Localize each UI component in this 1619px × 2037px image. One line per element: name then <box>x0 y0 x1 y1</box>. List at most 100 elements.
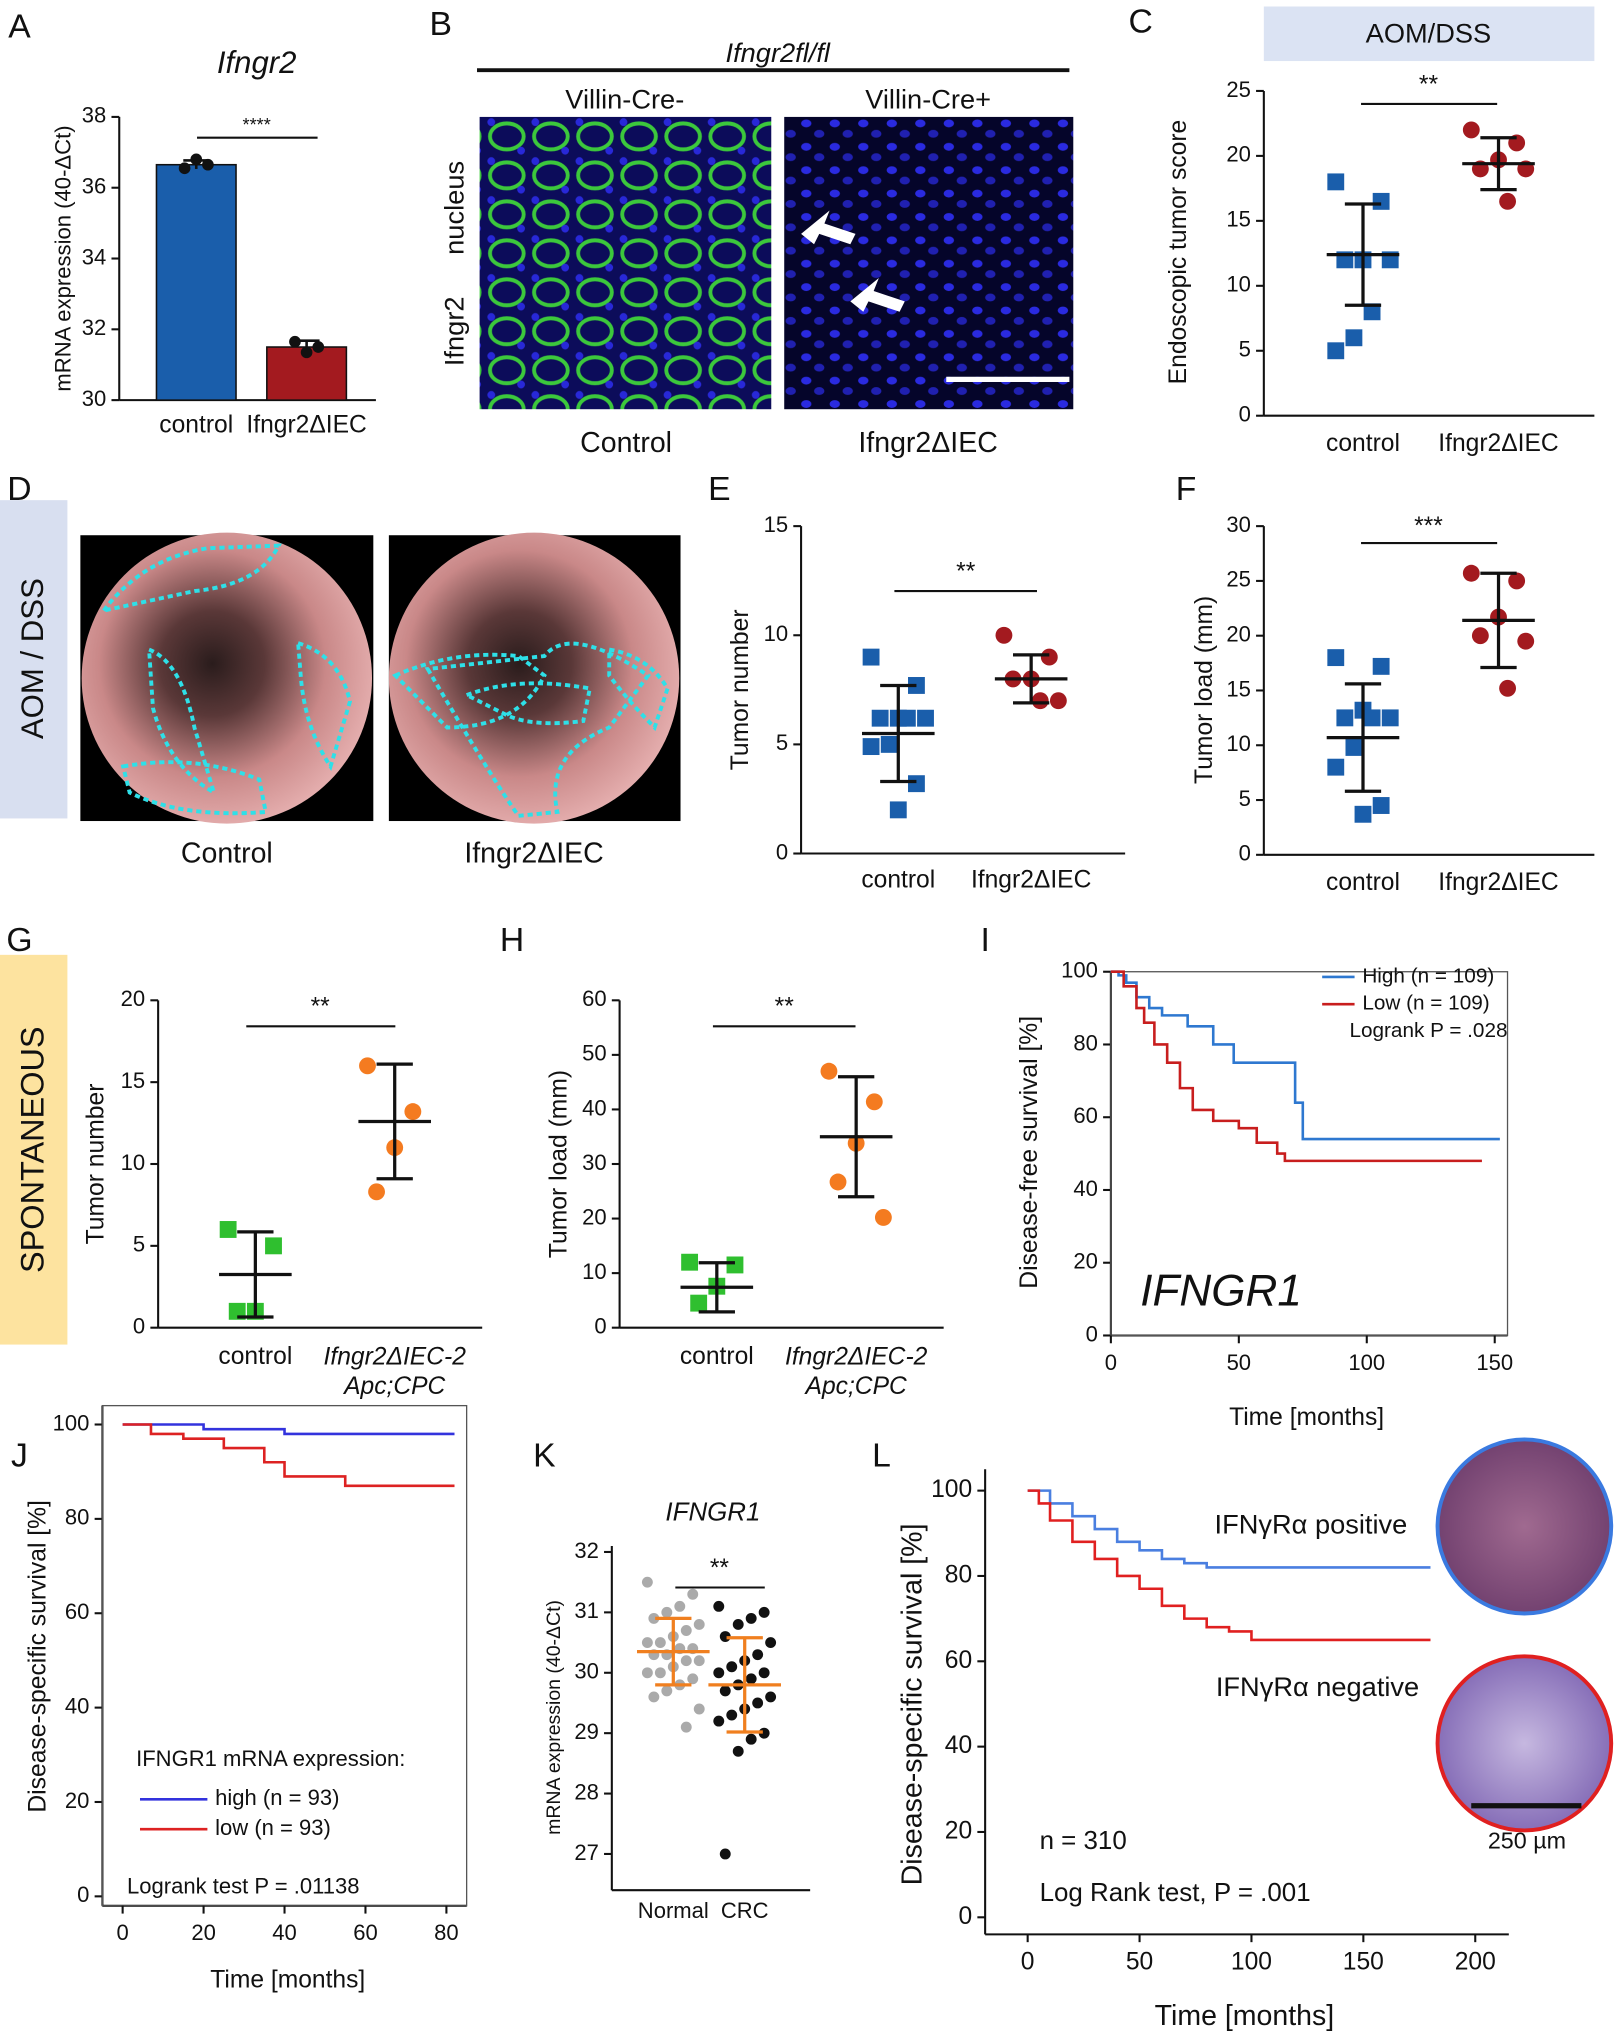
data-point <box>178 162 191 175</box>
data-point <box>648 1691 660 1703</box>
chart-title: IFNGR1 <box>665 1498 760 1526</box>
data-point <box>908 775 925 793</box>
panel-letter: C <box>1129 2 1153 40</box>
data-point <box>880 735 898 753</box>
x-tick-label: 0 <box>117 1920 129 1945</box>
data-point <box>752 1697 764 1709</box>
data-point <box>1381 709 1399 727</box>
y-tick-label: 27 <box>574 1840 599 1865</box>
y-tick-label: 20 <box>1073 1249 1098 1274</box>
x-tick-label: 80 <box>434 1920 459 1945</box>
data-point <box>758 1667 770 1679</box>
data-point <box>219 1221 237 1238</box>
significance-label: ** <box>311 994 331 1021</box>
x-tick-label: 200 <box>1455 1948 1496 1975</box>
survival-curve <box>1027 1489 1431 1642</box>
x-tick-label: 150 <box>1476 1350 1513 1375</box>
data-point <box>758 1606 770 1618</box>
data-point <box>687 1588 699 1600</box>
data-point <box>820 1062 838 1080</box>
panel-letter: B <box>429 5 451 43</box>
data-point <box>1363 709 1381 727</box>
data-point <box>1040 648 1058 666</box>
data-point <box>726 1709 738 1721</box>
data-point <box>1363 303 1381 321</box>
panel-letter: E <box>708 470 730 508</box>
y-axis-label: mRNA expression (40-ΔCt) <box>543 1600 565 1835</box>
x-tick-label: control <box>680 1343 754 1370</box>
data-point <box>726 1256 744 1274</box>
x-tick-label: CRC <box>721 1898 769 1923</box>
data-point <box>862 738 880 756</box>
data-point <box>654 1637 666 1649</box>
data-point <box>862 648 880 666</box>
y-tick-label: 36 <box>82 174 107 199</box>
chart-title: Ifngr2 <box>217 45 297 80</box>
tissue-image <box>1435 1437 1614 1616</box>
significance-label: *** <box>1414 513 1443 540</box>
data-point <box>202 158 214 171</box>
x-axis-label: Time [months] <box>1229 1404 1384 1431</box>
endoscopy-image <box>81 532 373 824</box>
annotation: n = 310 <box>1040 1827 1127 1855</box>
x-tick-label: 50 <box>1126 1948 1153 1975</box>
y-tick-label: 15 <box>121 1068 146 1093</box>
legend-label: Low (n = 109) <box>1362 992 1489 1015</box>
significance-label: **** <box>243 115 271 135</box>
data-point <box>1462 564 1480 582</box>
data-point <box>713 1715 725 1727</box>
x-tick-label: control <box>1326 869 1400 896</box>
data-point <box>312 341 325 353</box>
y-tick-label: 60 <box>1073 1103 1098 1128</box>
x-tick-label: Ifngr2ΔIEC <box>1438 430 1558 457</box>
panel-letter: K <box>533 1436 556 1474</box>
y-tick-label: 32 <box>82 315 107 340</box>
data-point <box>713 1600 725 1612</box>
data-point <box>693 1703 705 1715</box>
data-point <box>1327 649 1345 667</box>
annotation: Logrank test P = .01138 <box>127 1873 359 1898</box>
data-point <box>829 1173 847 1191</box>
x-tick-label: 0 <box>1021 1948 1035 1975</box>
y-axis-label: Tumor number <box>727 609 754 770</box>
tumor-outline <box>391 641 670 818</box>
y-tick-label: 50 <box>582 1041 607 1066</box>
y-axis-label: Disease-free survival [%] <box>1016 1016 1043 1289</box>
y-tick-label: 28 <box>574 1779 599 1804</box>
data-point <box>648 1612 660 1624</box>
y-tick-label: 10 <box>582 1259 607 1284</box>
significance-label: ** <box>1419 71 1439 98</box>
data-point <box>190 153 203 166</box>
y-tick-label: 25 <box>1226 567 1251 592</box>
data-point <box>661 1685 673 1697</box>
arrow <box>801 210 856 245</box>
y-tick-label: 0 <box>958 1903 972 1930</box>
y-tick-label: 25 <box>1226 77 1251 102</box>
data-point <box>641 1576 653 1588</box>
data-point <box>1031 692 1049 710</box>
annotation: IFNGR1 <box>1140 1267 1302 1316</box>
y-axis-label: Tumor number <box>83 1084 110 1245</box>
y-tick-label: 5 <box>1239 337 1251 362</box>
data-point <box>1499 679 1517 697</box>
y-axis-label: Disease-specific survival [%] <box>24 1500 51 1813</box>
data-point <box>752 1649 764 1661</box>
data-point <box>732 1618 744 1630</box>
panel-letter: A <box>8 7 31 45</box>
y-tick-label: 0 <box>1239 402 1251 427</box>
channel-label: nucleus <box>438 161 469 255</box>
y-tick-label: 10 <box>764 621 789 646</box>
x-tick-label: 0 <box>1105 1350 1117 1375</box>
x-tick-label: control <box>159 412 233 439</box>
image-title: Villin-Cre- <box>565 84 684 115</box>
image-caption: Control <box>580 427 672 459</box>
endoscopy-image <box>388 532 680 824</box>
panel-letter: F <box>1176 470 1197 508</box>
legend-label: IFNγRα positive <box>1215 1509 1408 1540</box>
data-point <box>1336 709 1354 727</box>
annotation: Logrank P = .028 <box>1349 1019 1507 1042</box>
data-point <box>1517 632 1535 650</box>
y-tick-label: 60 <box>65 1599 90 1624</box>
